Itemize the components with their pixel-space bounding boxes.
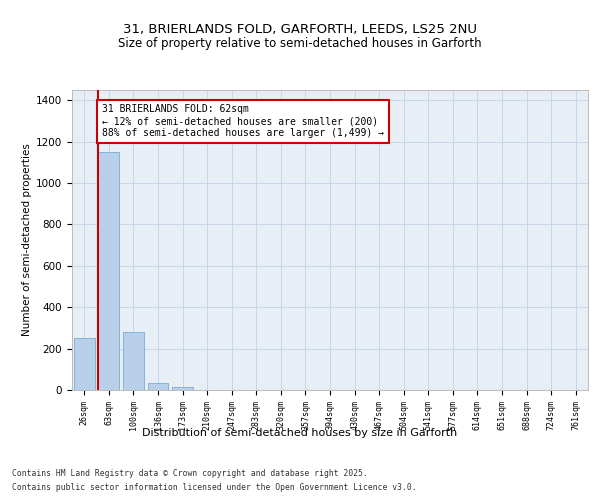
Bar: [148, 383, 169, 390]
Text: 31 BRIERLANDS FOLD: 62sqm
← 12% of semi-detached houses are smaller (200)
88% of: 31 BRIERLANDS FOLD: 62sqm ← 12% of semi-…: [102, 104, 384, 138]
Bar: [172, 387, 193, 390]
Text: Contains public sector information licensed under the Open Government Licence v3: Contains public sector information licen…: [12, 484, 416, 492]
Text: Size of property relative to semi-detached houses in Garforth: Size of property relative to semi-detach…: [118, 38, 482, 51]
Text: Contains HM Land Registry data © Crown copyright and database right 2025.: Contains HM Land Registry data © Crown c…: [12, 468, 368, 477]
Text: Distribution of semi-detached houses by size in Garforth: Distribution of semi-detached houses by …: [142, 428, 458, 438]
Bar: [74, 338, 95, 390]
Y-axis label: Number of semi-detached properties: Number of semi-detached properties: [22, 144, 32, 336]
Bar: [123, 332, 144, 390]
Text: 31, BRIERLANDS FOLD, GARFORTH, LEEDS, LS25 2NU: 31, BRIERLANDS FOLD, GARFORTH, LEEDS, LS…: [123, 22, 477, 36]
Bar: [98, 152, 119, 390]
